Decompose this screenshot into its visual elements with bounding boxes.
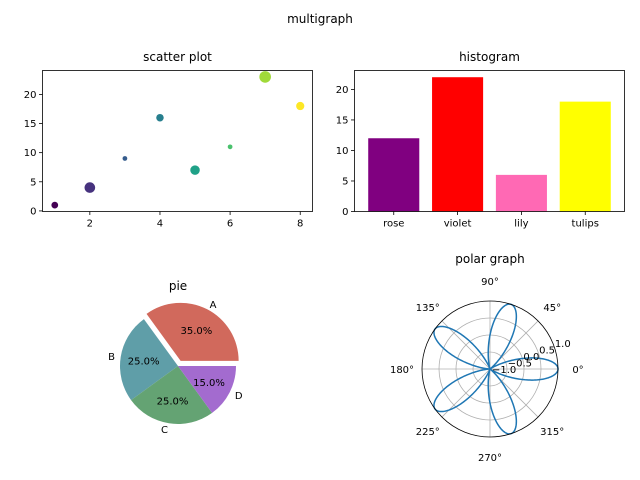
bar-x-tick-label: tulips (572, 219, 599, 230)
polar-outer-frame (421, 300, 559, 438)
polar-theta-label: 315° (540, 427, 564, 438)
polar-r-label: 0.0 (523, 352, 539, 363)
polar-theta-label: 270° (478, 453, 502, 464)
bar-y-tick-label: 10 (336, 146, 349, 157)
scatter-point (122, 156, 128, 161)
bar-y-tick-label: 20 (336, 85, 349, 96)
polar-theta-labels: 0° 45° 90° 135° 180° 225° 270° 315° (390, 277, 584, 464)
pie-slice-C (131, 366, 213, 424)
scatter-x-tick-label: 6 (227, 219, 233, 230)
polar-r-label: −1.0 (492, 365, 516, 376)
pie-slice-label: B (108, 352, 115, 363)
bar-bars (368, 77, 611, 212)
scatter-point (51, 201, 59, 209)
polar-theta-label: 225° (416, 427, 440, 438)
bar-tulips (559, 101, 611, 212)
scatter-y-tick-label: 15 (24, 119, 37, 130)
bar-x-tick-label: violet (444, 219, 472, 230)
polar-theta-label: 0° (572, 365, 583, 376)
scatter-point (84, 182, 96, 193)
scatter-y-tick-label: 0 (30, 206, 36, 217)
bar-x-tick-label: rose (383, 219, 404, 230)
polar-ring (472, 351, 508, 387)
polar-r-label: −0.5 (508, 358, 532, 369)
polar-r-labels: −1.0−0.50.00.51.0 (492, 339, 571, 376)
scatter-x-tick-label: 8 (297, 219, 303, 230)
pie-percent-label: 25.0% (157, 396, 189, 407)
polar-theta-label: 90° (481, 277, 499, 288)
bar-violet (432, 77, 484, 212)
pie-labels: A 35.0% B 25.0% C 25.0% D 15.0% (108, 300, 243, 436)
pie-title: pie (169, 279, 187, 293)
polar-theta-label: 180° (390, 365, 414, 376)
bar-lily (495, 174, 547, 212)
polar-theta-label: 45° (543, 303, 561, 314)
bar-rose (368, 138, 420, 212)
scatter-point (156, 113, 164, 122)
bar-axes-frame (354, 70, 625, 212)
polar-title: polar graph (455, 252, 525, 266)
scatter-y-tick-label: 20 (24, 90, 37, 101)
figure-suptitle: multigraph (287, 12, 353, 26)
scatter-y-tick-label: 10 (24, 148, 37, 159)
bar-ticks: rose violet lily tulips 0 5 10 15 20 (336, 85, 599, 230)
scatter-panel: scatter plot 2 4 6 8 0 5 10 15 20 (24, 50, 313, 230)
scatter-points (51, 71, 305, 209)
bar-title: histogram (459, 50, 520, 64)
pie-percent-label: 15.0% (193, 378, 225, 389)
scatter-x-tick-label: 2 (87, 219, 93, 230)
pie-slices (119, 302, 239, 424)
pie-slice-label: A (210, 300, 217, 311)
pie-slice-B (119, 319, 178, 401)
polar-ring (438, 317, 542, 421)
pie-panel: pie A 35.0% B 25.0% C 25.0% D 15.0% (108, 279, 243, 436)
pie-slice-A (146, 302, 239, 361)
scatter-y-tick-label: 5 (30, 177, 36, 188)
bar-y-tick-label: 0 (342, 207, 348, 218)
bar-x-tick-label: lily (514, 219, 528, 230)
pie-slice-label: D (235, 391, 243, 402)
bar-panel: histogram rose violet lily tulips 0 5 10 15 20 (336, 50, 625, 230)
scatter-point (227, 144, 233, 150)
scatter-point (259, 71, 271, 83)
scatter-title: scatter plot (143, 50, 212, 64)
polar-r-label: 0.5 (539, 345, 555, 356)
pie-slice-D (178, 366, 236, 413)
pie-percent-label: 35.0% (181, 326, 213, 337)
polar-rose-curve (433, 303, 559, 435)
scatter-axes-frame (42, 70, 313, 212)
scatter-point (190, 165, 200, 175)
scatter-point (296, 101, 305, 111)
polar-panel: polar graph 0° 45° 90° 135° 180° 225° 270° 315°… (390, 252, 584, 464)
bar-y-tick-label: 15 (336, 115, 349, 126)
scatter-ticks: 2 4 6 8 0 5 10 15 20 (24, 90, 304, 230)
bar-y-tick-label: 5 (342, 176, 348, 187)
polar-r-label: 1.0 (555, 339, 571, 350)
polar-theta-label: 135° (416, 303, 440, 314)
pie-percent-label: 25.0% (128, 357, 160, 368)
pie-slice-label: C (161, 425, 168, 436)
scatter-x-tick-label: 4 (157, 219, 163, 230)
